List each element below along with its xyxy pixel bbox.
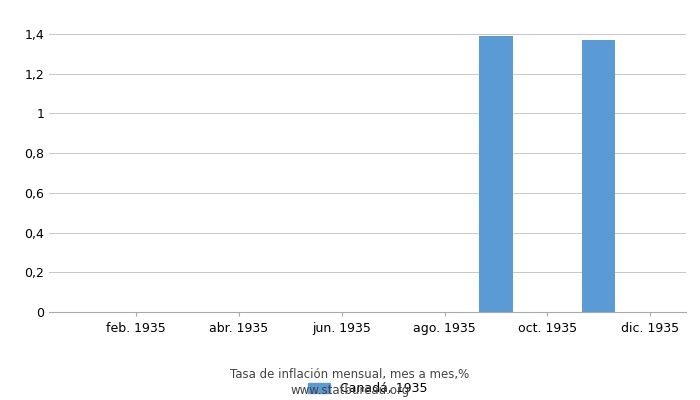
Text: Tasa de inflación mensual, mes a mes,%: Tasa de inflación mensual, mes a mes,%	[230, 368, 470, 381]
Bar	[480, 36, 512, 312]
Text: www.statbureau.org: www.statbureau.org	[290, 384, 410, 397]
Legend: Canadá, 1935: Canadá, 1935	[307, 382, 428, 396]
Bar	[582, 40, 615, 312]
